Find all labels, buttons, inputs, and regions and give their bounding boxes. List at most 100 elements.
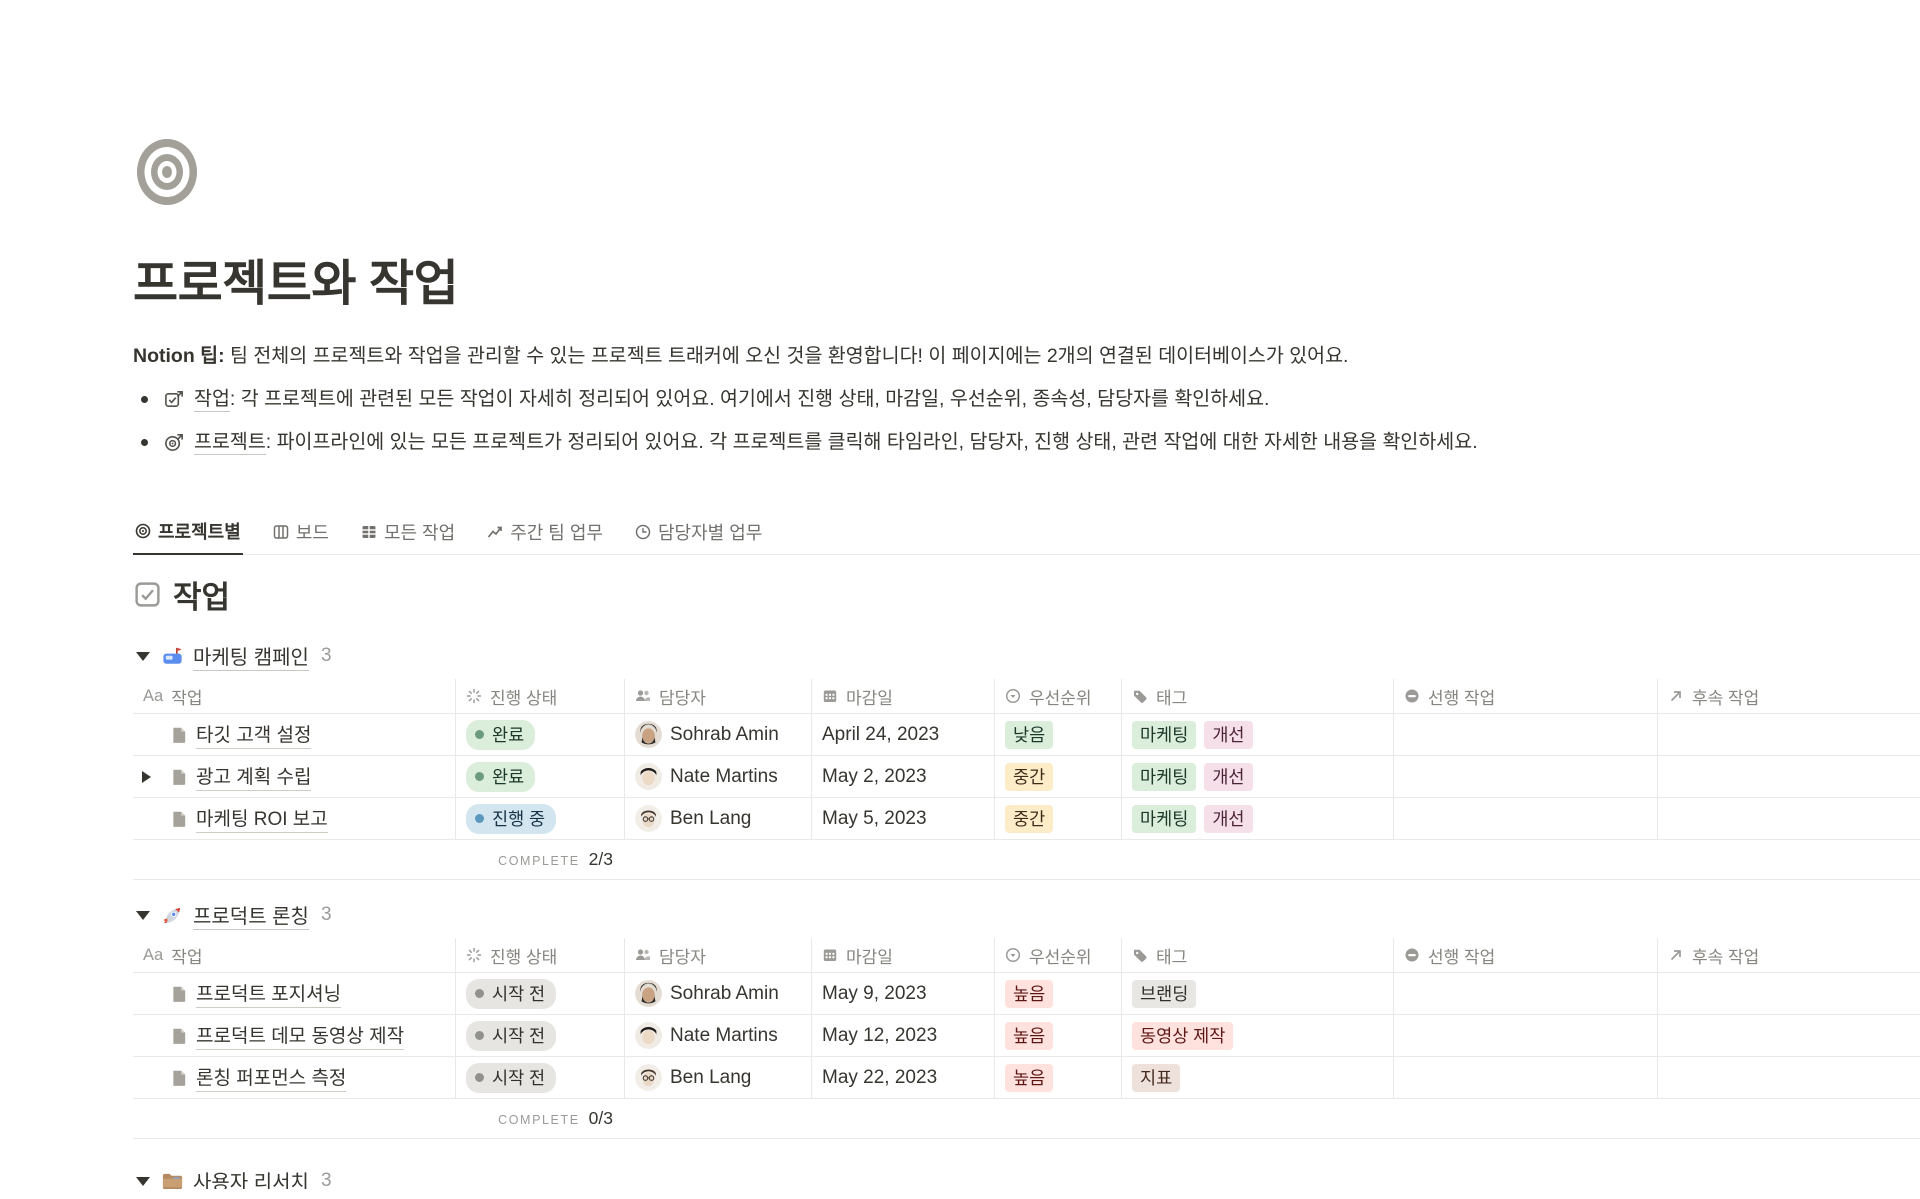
cell-task-name[interactable]: 론칭 퍼포먼스 측정 <box>133 1057 456 1098</box>
cell-due-date[interactable]: May 22, 2023 <box>812 1057 995 1098</box>
cell-followup[interactable] <box>1658 973 1920 1014</box>
tab-by-assignee[interactable]: 담당자별 업무 <box>633 511 764 554</box>
task-title[interactable]: 마케팅 ROI 보고 <box>196 804 328 833</box>
group-title-link[interactable]: 마케팅 캠페인 <box>193 641 309 671</box>
cell-priority[interactable]: 중간 <box>995 756 1122 797</box>
table-row[interactable]: 광고 계획 수립 완료 Nate Martins May 2, 2023 중간 … <box>133 756 1920 798</box>
task-title[interactable]: 프로덕트 데모 동영상 제작 <box>196 1021 405 1050</box>
cell-priority[interactable]: 높음 <box>995 973 1122 1014</box>
cell-assignee[interactable]: Nate Martins <box>625 1015 812 1056</box>
column-header-name[interactable]: Aa 작업 <box>133 938 456 972</box>
cell-followup[interactable] <box>1658 756 1920 797</box>
cell-due-date[interactable]: April 24, 2023 <box>812 714 995 755</box>
cell-assignee[interactable]: Sohrab Amin <box>625 973 812 1014</box>
cell-task-name[interactable]: 타깃 고객 설정 <box>133 714 456 755</box>
calc-complete-row[interactable]: COMPLETE 0/3 <box>133 1099 625 1138</box>
cell-status[interactable]: 진행 중 <box>456 798 625 839</box>
cell-tags[interactable]: 마케팅 개선 <box>1122 756 1394 797</box>
cell-followup[interactable] <box>1658 1015 1920 1056</box>
expand-toggle-icon[interactable] <box>142 771 151 783</box>
due-date: May 12, 2023 <box>822 1024 938 1046</box>
column-header-blocking[interactable]: 선행 작업 <box>1394 938 1658 972</box>
table-row[interactable]: 프로덕트 포지셔닝 시작 전 Sohrab Amin May 9, 2023 높… <box>133 973 1920 1015</box>
cell-due-date[interactable]: May 5, 2023 <box>812 798 995 839</box>
priority-select-icon <box>1005 947 1021 963</box>
task-title[interactable]: 타깃 고객 설정 <box>196 720 312 749</box>
table-row[interactable]: 론칭 퍼포먼스 측정 시작 전 Ben Lang May 22, 2023 높음… <box>133 1057 1920 1099</box>
column-header-followup[interactable]: 후속 작업 <box>1658 679 1920 713</box>
cell-task-name[interactable]: 프로덕트 데모 동영상 제작 <box>133 1015 456 1056</box>
cell-blocking[interactable] <box>1394 1015 1658 1056</box>
status-label: 시작 전 <box>492 1025 546 1046</box>
column-header-priority[interactable]: 우선순위 <box>995 679 1122 713</box>
page-emoji-bullseye-icon[interactable] <box>133 138 201 206</box>
cell-status[interactable]: 시작 전 <box>456 1057 625 1098</box>
column-header-status[interactable]: 진행 상태 <box>456 679 625 713</box>
cell-blocking[interactable] <box>1394 756 1658 797</box>
cell-priority[interactable]: 높음 <box>995 1015 1122 1056</box>
calc-complete-row[interactable]: COMPLETE 2/3 <box>133 840 625 879</box>
tab-by-project[interactable]: 프로젝트별 <box>133 511 243 555</box>
column-header-tags[interactable]: 태그 <box>1122 679 1394 713</box>
table-row[interactable]: 마케팅 ROI 보고 진행 중 Ben Lang May 5, 2023 중간 … <box>133 798 1920 840</box>
column-header-followup[interactable]: 후속 작업 <box>1658 938 1920 972</box>
column-header-priority[interactable]: 우선순위 <box>995 938 1122 972</box>
column-header-assignee[interactable]: 담당자 <box>625 679 812 713</box>
collapse-toggle-icon[interactable] <box>136 910 150 920</box>
tag-icon <box>1134 949 1147 962</box>
task-title[interactable]: 프로덕트 포지셔닝 <box>196 979 342 1008</box>
cell-due-date[interactable]: May 9, 2023 <box>812 973 995 1014</box>
cell-followup[interactable] <box>1658 798 1920 839</box>
cell-due-date[interactable]: May 2, 2023 <box>812 756 995 797</box>
tab-board[interactable]: 보드 <box>271 511 331 554</box>
column-header-due[interactable]: 마감일 <box>812 938 995 972</box>
task-title[interactable]: 광고 계획 수립 <box>196 762 312 791</box>
priority-chip: 높음 <box>1005 1021 1054 1050</box>
column-header-due[interactable]: 마감일 <box>812 679 995 713</box>
column-header-assignee[interactable]: 담당자 <box>625 938 812 972</box>
table-row[interactable]: 타깃 고객 설정 완료 Sohrab Amin April 24, 2023 낮… <box>133 714 1920 756</box>
cell-assignee[interactable]: Ben Lang <box>625 1057 812 1098</box>
cell-due-date[interactable]: May 12, 2023 <box>812 1015 995 1056</box>
cell-blocking[interactable] <box>1394 1057 1658 1098</box>
tasks-db-link[interactable]: 작업 <box>194 388 230 412</box>
cell-assignee[interactable]: Ben Lang <box>625 798 812 839</box>
cell-followup[interactable] <box>1658 1057 1920 1098</box>
column-header-blocking[interactable]: 선행 작업 <box>1394 679 1658 713</box>
group-title-link[interactable]: 프로덕트 론칭 <box>193 900 309 930</box>
cell-followup[interactable] <box>1658 714 1920 755</box>
cell-tags[interactable]: 동영상 제작 <box>1122 1015 1394 1056</box>
cell-tags[interactable]: 브랜딩 <box>1122 973 1394 1014</box>
cell-status[interactable]: 시작 전 <box>456 973 625 1014</box>
cell-tags[interactable]: 마케팅 개선 <box>1122 714 1394 755</box>
column-header-tags[interactable]: 태그 <box>1122 938 1394 972</box>
cell-tags[interactable]: 마케팅 개선 <box>1122 798 1394 839</box>
group-title-link[interactable]: 사용자 리서치 <box>193 1166 309 1189</box>
assignee-name: Ben Lang <box>670 807 752 829</box>
cell-priority[interactable]: 낮음 <box>995 714 1122 755</box>
cell-tags[interactable]: 지표 <box>1122 1057 1394 1098</box>
cell-priority[interactable]: 높음 <box>995 1057 1122 1098</box>
tag-chip: 마케팅 <box>1132 720 1197 749</box>
cell-status[interactable]: 완료 <box>456 756 625 797</box>
projects-db-link[interactable]: 프로젝트 <box>194 431 266 455</box>
tab-weekly-team[interactable]: 주간 팀 업무 <box>485 511 605 554</box>
cell-status[interactable]: 완료 <box>456 714 625 755</box>
task-title[interactable]: 론칭 퍼포먼스 측정 <box>196 1063 347 1092</box>
cell-assignee[interactable]: Nate Martins <box>625 756 812 797</box>
cell-task-name[interactable]: 마케팅 ROI 보고 <box>133 798 456 839</box>
collapse-toggle-icon[interactable] <box>136 1176 150 1186</box>
table-row[interactable]: 프로덕트 데모 동영상 제작 시작 전 Nate Martins May 12,… <box>133 1015 1920 1057</box>
cell-blocking[interactable] <box>1394 714 1658 755</box>
cell-task-name[interactable]: 광고 계획 수립 <box>133 756 456 797</box>
cell-assignee[interactable]: Sohrab Amin <box>625 714 812 755</box>
cell-blocking[interactable] <box>1394 798 1658 839</box>
cell-task-name[interactable]: 프로덕트 포지셔닝 <box>133 973 456 1014</box>
tab-all-tasks[interactable]: 모든 작업 <box>359 511 457 554</box>
cell-priority[interactable]: 중간 <box>995 798 1122 839</box>
column-header-status[interactable]: 진행 상태 <box>456 938 625 972</box>
cell-blocking[interactable] <box>1394 973 1658 1014</box>
collapse-toggle-icon[interactable] <box>136 651 150 661</box>
cell-status[interactable]: 시작 전 <box>456 1015 625 1056</box>
column-header-name[interactable]: Aa 작업 <box>133 679 456 713</box>
